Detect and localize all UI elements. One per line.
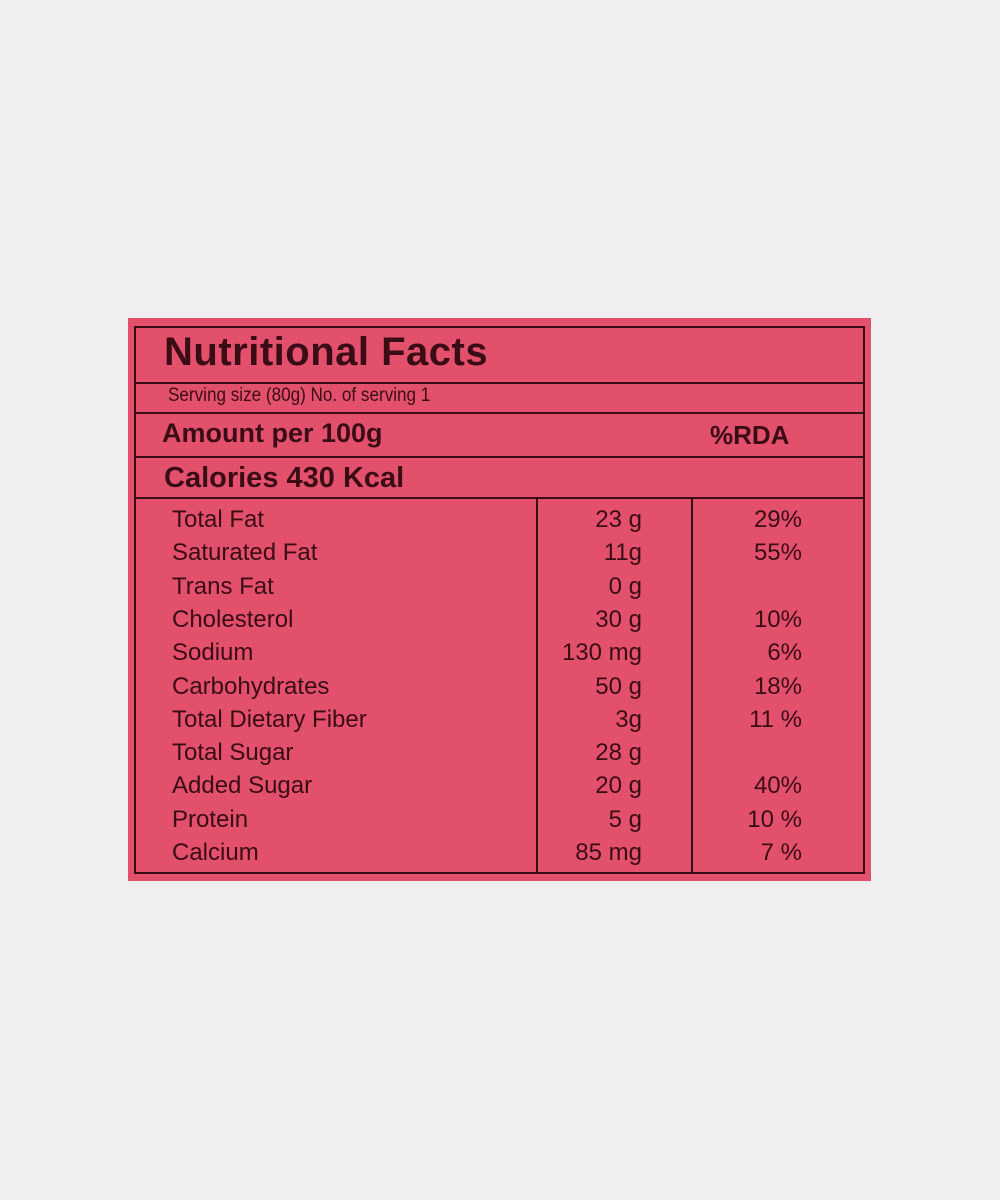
nutrient-name: Trans Fat <box>172 572 274 600</box>
nutrient-name: Calcium <box>172 839 259 866</box>
nutrient-amount: 0 g <box>608 572 642 600</box>
label-title: Nutritional Facts <box>164 330 489 374</box>
nutrient-rda: 6% <box>767 639 802 667</box>
nutrient-rda: 29% <box>753 506 802 533</box>
nutrient-amount: 30 g <box>595 605 642 633</box>
nutrient-row: Saturated Fat 11g 55% <box>136 539 863 572</box>
nutrient-row: Added Sugar 20 g 40% <box>136 772 863 805</box>
divider <box>136 497 863 499</box>
nutrition-label: Nutritional Facts Serving size (80g) No.… <box>128 318 871 881</box>
nutrient-rda: 11 % <box>749 705 802 733</box>
nutrient-amount: 23 g <box>595 506 642 533</box>
nutrient-rda: 7 % <box>760 839 802 866</box>
nutrient-rda: 18% <box>753 672 802 700</box>
calories: Calories 430 Kcal <box>164 462 405 494</box>
nutrient-amount: 130 mg <box>561 639 642 667</box>
nutrient-name: Total Dietary Fiber <box>172 705 367 733</box>
nutrient-name: Protein <box>172 805 249 833</box>
nutrient-amount: 50 g <box>595 672 642 700</box>
column-divider <box>536 498 538 872</box>
nutrient-row: Total Fat 23 g 29% <box>136 506 863 539</box>
title-row: Nutritional Facts <box>136 328 863 382</box>
nutrient-amount: 28 g <box>595 739 642 767</box>
nutrient-amount: 85 mg <box>575 839 642 866</box>
nutrient-name: Carbohydrates <box>172 672 330 700</box>
nutrient-name: Total Sugar <box>172 739 294 767</box>
nutrient-row: Total Sugar 28 g <box>136 739 863 772</box>
nutrient-name: Saturated Fat <box>172 539 318 567</box>
nutrient-row: Sodium 130 mg 6% <box>136 639 863 672</box>
nutrient-rda: 10% <box>753 605 802 633</box>
column-divider <box>691 498 693 872</box>
nutrient-rda: 10 % <box>747 805 802 833</box>
nutrient-amount: 11g <box>603 539 642 567</box>
nutrient-rda: 40% <box>753 772 802 800</box>
rda-header: %RDA <box>710 420 790 450</box>
divider <box>136 382 863 384</box>
nutrient-name: Total Fat <box>172 506 265 533</box>
nutrient-amount: 5 g <box>608 805 642 833</box>
nutrient-amount: 3g <box>615 705 642 733</box>
divider <box>136 412 863 414</box>
nutrient-row: Protein 5 g 10 % <box>136 806 863 839</box>
nutrient-row: Cholesterol 30 g 10% <box>136 606 863 639</box>
nutrient-row: Trans Fat 0 g <box>136 573 863 606</box>
nutrient-rda: 55% <box>753 539 802 567</box>
nutrient-name: Sodium <box>172 639 254 667</box>
nutrient-row: Carbohydrates 50 g 18% <box>136 673 863 706</box>
nutrient-row: Calcium 85 mg 7 % <box>136 839 863 872</box>
nutrient-row: Total Dietary Fiber 3g 11 % <box>136 706 863 739</box>
divider <box>136 456 863 458</box>
serving-info: Serving size (80g) No. of serving 1 <box>168 385 431 406</box>
nutrient-name: Cholesterol <box>172 605 294 633</box>
nutrient-amount: 20 g <box>595 772 642 800</box>
nutrient-name: Added Sugar <box>172 772 313 800</box>
amount-header: Amount per 100g <box>162 418 383 448</box>
nutrition-table-frame: Nutritional Facts Serving size (80g) No.… <box>134 326 865 874</box>
